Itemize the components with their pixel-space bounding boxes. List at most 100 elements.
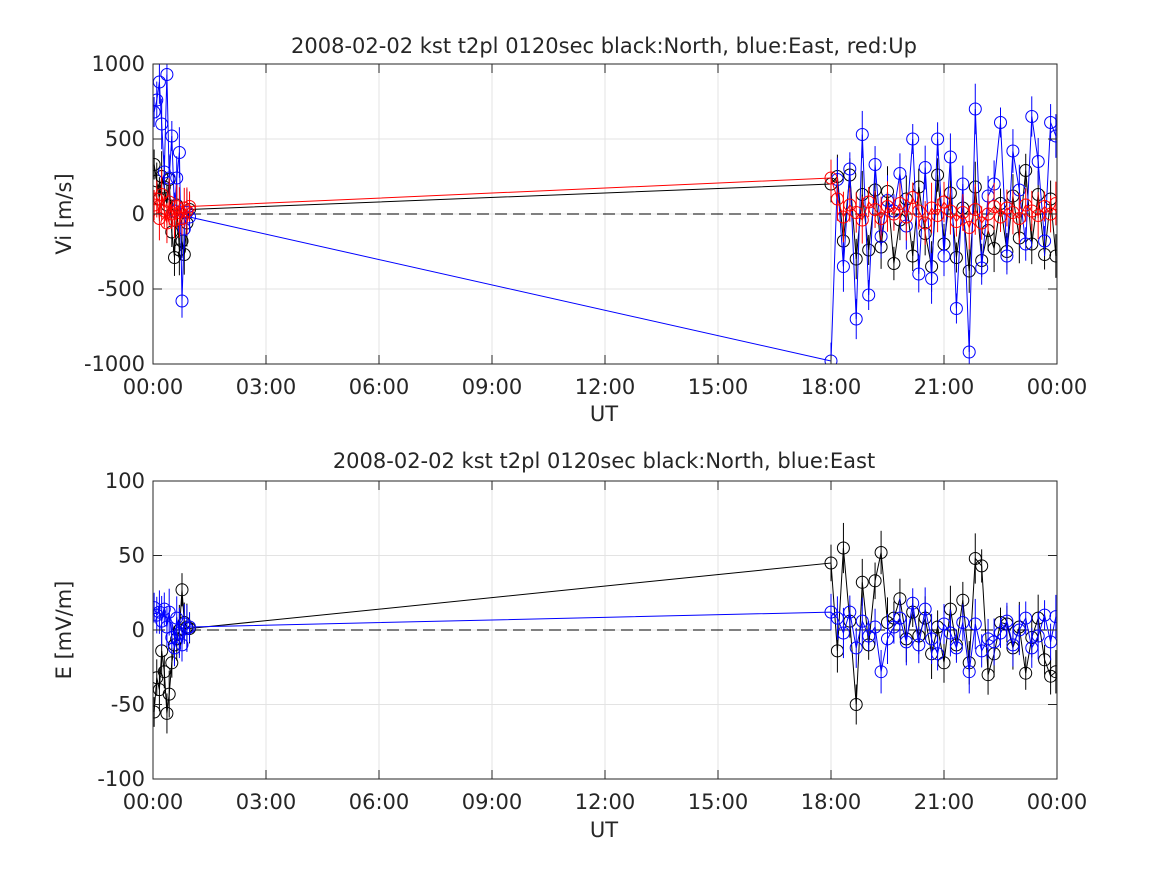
velocity-y-tick-label: -1000 [84,352,145,376]
velocity-series-north-marker [168,251,181,264]
electric-field-series-east-marker [899,635,913,649]
electric-field-y-tick-label: -100 [97,767,145,791]
electric-field-data-layer [153,522,1057,734]
electric-field-series-east-marker [981,632,995,646]
velocity-series-north-marker [153,158,161,171]
velocity-series-east-marker [165,129,179,143]
electric-field-x-tick-label: 03:00 [236,790,297,814]
velocity-series-up-marker [949,215,963,228]
electric-field-series-east-marker [1012,623,1026,637]
electric-field-series-east-marker [975,644,989,658]
velocity-series-up-marker [987,200,1001,213]
velocity-y-tick-label: 500 [105,127,145,151]
velocity-series-east-marker [968,102,982,116]
electric-field-y-tick-label: -50 [111,693,145,717]
velocity-series-east-marker [170,171,184,185]
electric-field-series-north-marker [849,698,863,711]
electric-field-series-east-marker [918,602,932,616]
velocity-x-tick-label: 06:00 [349,375,410,399]
velocity-series-up-marker [887,207,901,221]
velocity-series-east-marker [931,132,945,146]
velocity-series-east-marker [855,128,869,141]
electric-field-series-north-marker [824,556,838,570]
velocity-series-north-marker [862,243,876,257]
velocity-series-east-marker [1000,249,1014,263]
velocity-series-east-marker [1006,144,1020,158]
electric-field-series-east-marker [843,605,857,619]
electric-field-x-tick-label: 21:00 [914,790,975,814]
velocity-series-east-marker [943,150,957,164]
velocity-data-layer [153,64,1057,364]
electric-field-series-east-marker [912,638,926,652]
velocity-x-tick-label: 09:00 [462,375,523,399]
electric-field-series-north-marker [868,574,882,588]
electric-field-series-north-marker [175,583,189,597]
velocity-series-up-marker [1012,212,1026,225]
electric-field-series-east-marker [943,626,957,640]
electric-field-series-east-marker [931,647,945,661]
electric-field-series-north-marker [874,546,888,559]
electric-field-panel-title: 2008-02-02 kst t2pl 0120sec black:North,… [333,449,875,473]
electric-field-series-east-marker [183,620,196,634]
velocity-x-tick-label: 12:00 [575,375,636,399]
velocity-series-east-marker [962,345,976,359]
electric-field-series-north-marker [157,665,171,679]
velocity-series-east-marker [1025,110,1039,123]
velocity-series-up-marker [962,221,976,234]
velocity-series-up-marker [836,210,850,224]
velocity-series-east-marker [994,116,1007,129]
electric-field-series-north-marker [153,705,161,719]
velocity-series-east-marker [918,161,932,174]
electric-field-series-north-marker [162,687,176,701]
velocity-series-up-marker [906,191,920,204]
velocity-series-north-marker [172,243,186,257]
electric-field-series-east-marker [968,617,982,631]
electric-field-y-axis-label: E [mV/m] [52,581,76,680]
electric-field-x-tick-label: 09:00 [462,790,523,814]
velocity-series-north-marker [1049,249,1057,263]
velocity-series-up-marker [862,195,876,209]
electric-field-series-east-marker [1025,641,1039,655]
velocity-series-up-marker [830,192,844,206]
velocity-series-up-marker [937,195,951,209]
velocity-series-east-marker [956,177,970,191]
velocity-series-north-marker [849,252,863,266]
velocity-series-east-marker [906,132,920,146]
electric-field-series-east-marker [836,626,850,640]
electric-field-series-east-marker [1049,610,1057,624]
velocity-series-north-line [153,164,1057,272]
velocity-series-up-marker [1049,197,1057,210]
velocity-series-east-marker [893,167,907,180]
velocity-series-east-marker [912,267,926,281]
electric-field-series-east-marker [987,635,1001,649]
velocity-x-tick-label: 03:00 [236,375,297,399]
electric-field-series-east-marker [862,629,876,643]
velocity-panel-title: 2008-02-02 kst t2pl 0120sec black:North,… [291,34,917,58]
electric-field-series-east-marker [962,665,976,679]
electric-field-series-east-marker [893,611,907,625]
electric-field-series-east-marker [160,620,174,634]
velocity-series-east-marker [836,260,850,273]
velocity-series-up-marker [893,197,907,210]
velocity-series-east-marker [1049,129,1057,143]
electric-field-x-axis-label: UT [590,818,618,842]
velocity-series-north-marker [962,264,976,278]
velocity-series-up-marker [943,204,957,218]
velocity-series-east-marker [172,146,186,159]
velocity-series-east-marker [155,117,169,131]
velocity-series-up-marker [168,213,181,227]
velocity-series-up-marker [183,200,196,213]
velocity-series-east-marker [868,158,882,171]
electric-field-series-east-marker [830,611,844,625]
electric-field-series-north-marker [968,552,982,565]
electric-field-series-east-marker [849,641,863,655]
velocity-series-east-marker [1038,234,1052,248]
velocity-series-east-line [153,74,1057,362]
electric-field-series-east-marker [1038,608,1052,622]
electric-field-series-east-marker [1000,614,1014,628]
electric-field-x-tick-label: 00:00 [123,790,184,814]
electric-field-x-tick-label: 12:00 [575,790,636,814]
velocity-series-up-marker [155,188,169,201]
electric-field-x-tick-label: 00:00 [1027,790,1088,814]
